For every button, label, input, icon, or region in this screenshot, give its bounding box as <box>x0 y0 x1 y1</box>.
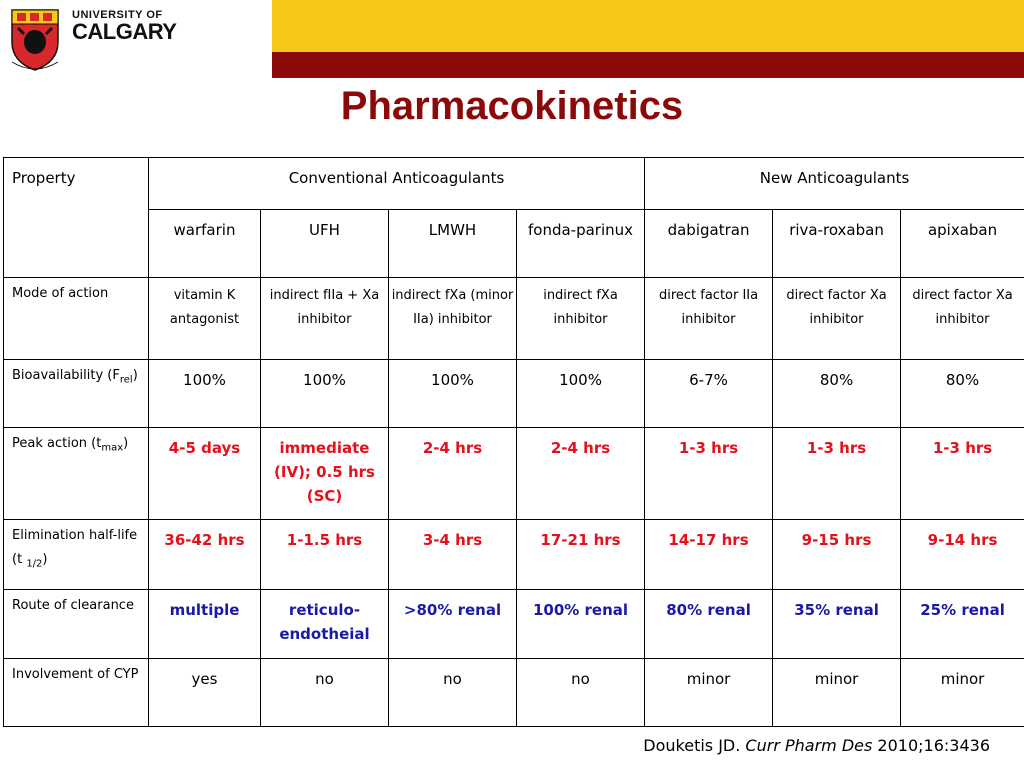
table-cell: 1-1.5 hrs <box>260 519 389 590</box>
table-cell: 2-4 hrs <box>515 427 646 520</box>
table-cell: minor <box>772 658 902 727</box>
table-cell: 80% renal <box>644 589 774 659</box>
table-cell: 17-21 hrs <box>515 519 646 590</box>
drug-header: dabigatran <box>644 209 774 278</box>
row-label: Peak action (tmax) <box>3 427 149 520</box>
table-cell: indirect fIIa + Xa inhibitor <box>260 277 389 360</box>
drug-header: apixaban <box>900 209 1024 278</box>
table-cell: yes <box>148 658 261 727</box>
slide-title: Pharmacokinetics <box>340 84 684 128</box>
table-cell: 35% renal <box>772 589 902 659</box>
table-cell: minor <box>900 658 1024 727</box>
pharmacokinetics-table: Property Conventional Anticoagulants New… <box>3 157 1024 727</box>
university-wordmark-bottom: CALGARY <box>72 19 177 44</box>
table-row: Bioavailability (Frel) 100% 100% 100% 100% 6-… <box>3 359 1024 428</box>
table-cell: 80% <box>900 359 1024 428</box>
table-cell: indirect fXa inhibitor <box>515 277 646 360</box>
citation-authors: Douketis JD. <box>643 736 746 755</box>
table-cell: no <box>515 658 646 727</box>
drug-header: riva-roxaban <box>772 209 902 278</box>
row-label: Elimination half-life (t 1/2) <box>3 519 149 590</box>
row-label: Involvement of CYP <box>3 658 149 727</box>
table-cell: >80% renal <box>388 589 517 659</box>
row-label: Bioavailability (Frel) <box>3 359 149 428</box>
table-cell: 100% <box>148 359 261 428</box>
table-cell: direct factor Xa inhibitor <box>900 277 1024 360</box>
table-cell: 100% <box>260 359 389 428</box>
property-header: Property <box>3 157 149 278</box>
table-row: Mode of action vitamin K antagonist indire… <box>3 277 1024 360</box>
table-cell: 1-3 hrs <box>900 427 1024 520</box>
table-cell: 36-42 hrs <box>148 519 261 590</box>
citation-details: 2010;16:3436 <box>872 736 990 755</box>
table-cell: 3-4 hrs <box>388 519 517 590</box>
table-cell: 25% renal <box>900 589 1024 659</box>
table-cell: minor <box>644 658 774 727</box>
table-row: Involvement of CYP yes no no no minor minor min… <box>3 658 1024 727</box>
drug-header: warfarin <box>148 209 261 278</box>
table-cell: 14-17 hrs <box>644 519 774 590</box>
table-cell: multiple <box>148 589 261 659</box>
table-cell: 1-3 hrs <box>644 427 774 520</box>
table-row: Peak action (tmax) 4-5 days immediate (IV)… <box>3 427 1024 520</box>
university-wordmark-top: UNIVERSITY OF <box>72 9 163 21</box>
citation-journal: Curr Pharm Des <box>745 736 873 755</box>
table-cell: vitamin K antagonist <box>148 277 261 360</box>
new-anticoagulants-header: New Anticoagulants <box>644 157 1024 210</box>
university-wordmark: UNIVERSITY OF CALGARY <box>72 9 177 45</box>
table-cell: 100% <box>388 359 517 428</box>
crest-icon <box>11 9 59 71</box>
university-logo: UNIVERSITY OF CALGARY <box>0 0 272 78</box>
table-cell: direct factor IIa inhibitor <box>644 277 774 360</box>
table-cell: 6-7% <box>644 359 774 428</box>
table-cell: immediate (IV); 0.5 hrs (SC) <box>260 427 389 520</box>
drug-header: LMWH <box>388 209 517 278</box>
table-cell: 2-4 hrs <box>388 427 517 520</box>
table-cell: direct factor Xa inhibitor <box>772 277 902 360</box>
table-cell: 100% renal <box>515 589 646 659</box>
table-cell: indirect fXa (minor IIa) inhibitor <box>388 277 517 360</box>
table-row: Elimination half-life (t 1/2) 36-42 hrs 1-… <box>3 519 1024 590</box>
table-cell: 80% <box>772 359 902 428</box>
table-row: Route of clearance multiple reticulo-endot… <box>3 589 1024 659</box>
row-label: Route of clearance <box>3 589 149 659</box>
row-label: Mode of action <box>3 277 149 360</box>
table-cell: reticulo-endotheial <box>260 589 389 659</box>
drug-header: UFH <box>260 209 389 278</box>
table-cell: 9-15 hrs <box>772 519 902 590</box>
citation: Douketis JD. Curr Pharm Des 2010;16:3436 <box>643 736 990 755</box>
table-cell: 4-5 days <box>148 427 261 520</box>
table-cell: no <box>260 658 389 727</box>
table-cell: 100% <box>515 359 646 428</box>
drug-header: fonda-parinux <box>515 209 646 278</box>
table-cell: no <box>388 658 517 727</box>
conventional-anticoagulants-header: Conventional Anticoagulants <box>147 157 646 210</box>
table-cell: 9-14 hrs <box>900 519 1024 590</box>
table-cell: 1-3 hrs <box>772 427 902 520</box>
